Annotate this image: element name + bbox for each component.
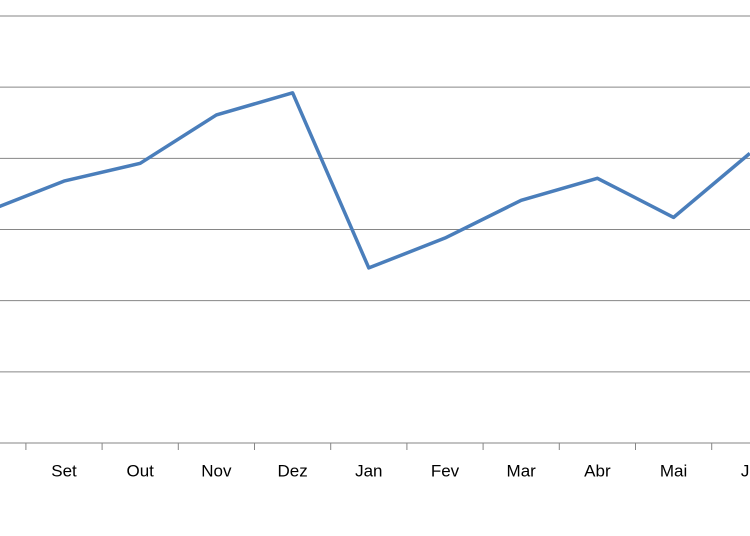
x-tick-label: Dez — [277, 461, 307, 480]
x-tick-label: Ju — [741, 461, 750, 480]
x-tick-label: Mai — [660, 461, 687, 480]
x-tick-label: Set — [51, 461, 77, 480]
x-tick-label: Fev — [431, 461, 460, 480]
x-tick-label: Nov — [201, 461, 232, 480]
x-tick-label: Abr — [584, 461, 611, 480]
x-tick-label: Out — [126, 461, 154, 480]
x-tick-label: Mar — [507, 461, 537, 480]
x-tick-label: Jan — [355, 461, 382, 480]
data-line — [0, 91, 750, 270]
